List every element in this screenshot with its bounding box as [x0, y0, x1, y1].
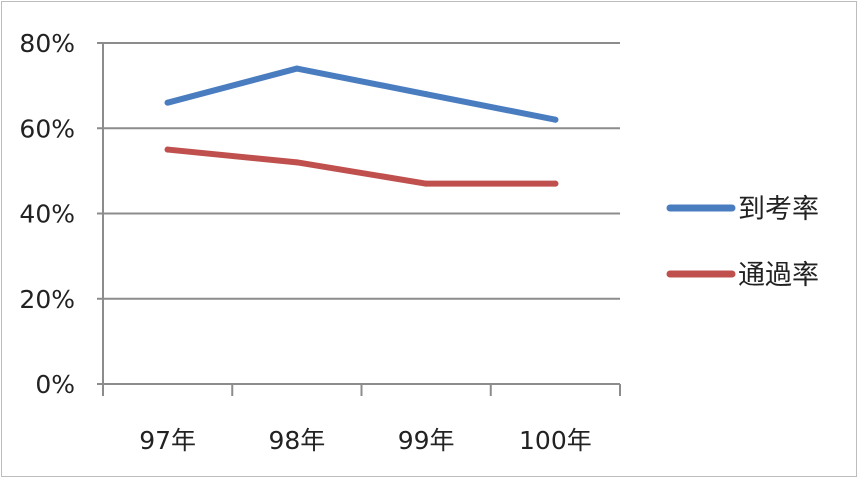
y-tick-label: 60% — [19, 114, 75, 143]
x-tick-labels: 97年 98年 99年 100年 — [139, 426, 592, 455]
gridlines — [97, 42, 620, 300]
series-line-2 — [164, 146, 559, 187]
data-point — [293, 65, 300, 72]
data-point — [164, 146, 171, 153]
x-tick-label: 99年 — [398, 426, 455, 455]
data-point — [423, 180, 430, 187]
data-point — [552, 180, 559, 187]
data-point — [164, 99, 171, 106]
y-tick-labels: 0% 20% 40% 60% 80% — [19, 29, 75, 399]
x-tick-label: 97年 — [139, 426, 196, 455]
series-lines — [164, 65, 559, 187]
data-point — [293, 159, 300, 166]
x-tick-label: 98年 — [268, 426, 325, 455]
data-point — [552, 116, 559, 123]
series-line-1 — [164, 65, 559, 123]
axes — [97, 43, 621, 396]
y-tick-label: 80% — [19, 29, 75, 58]
x-tick-label: 100年 — [519, 426, 592, 455]
y-tick-label: 40% — [19, 200, 75, 229]
y-tick-label: 20% — [19, 285, 75, 314]
y-tick-label: 0% — [35, 370, 75, 399]
legend-label-2: 通過率 — [738, 260, 819, 291]
legend-label-1: 到考率 — [738, 194, 819, 225]
data-point — [423, 91, 430, 98]
